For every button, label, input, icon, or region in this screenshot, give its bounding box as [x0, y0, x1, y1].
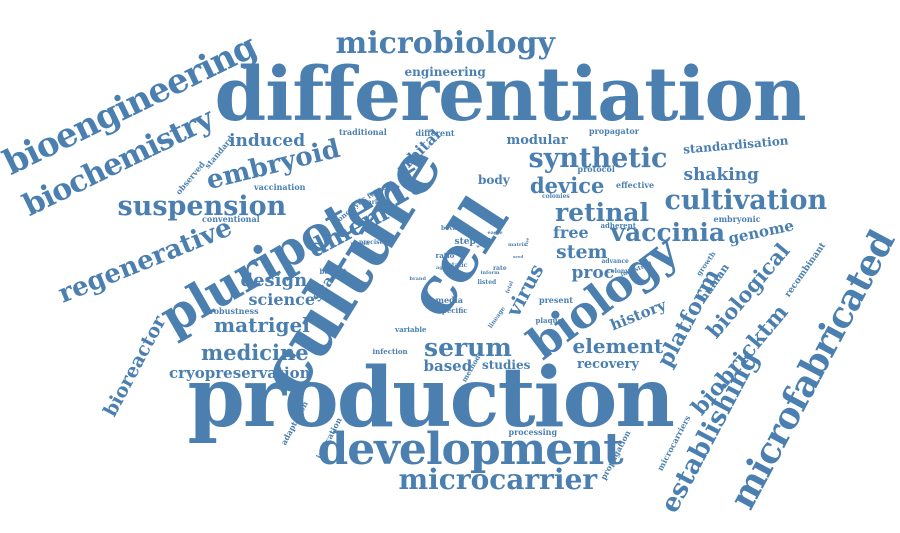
cloud-word: vaccinia [610, 217, 726, 247]
cloud-word: lineage [486, 305, 507, 330]
cloud-word: vaccination [254, 182, 306, 192]
cloud-word: embryonic [713, 214, 761, 224]
cloud-word: marker [361, 199, 387, 206]
cloud-word: serum [424, 332, 512, 362]
cloud-word: microbiology [335, 26, 555, 61]
cloud-word: inform [480, 269, 500, 276]
cloud-word: differentiation [214, 52, 807, 138]
cloud-word: studies [482, 358, 531, 372]
cloud-word: synthetic [528, 142, 668, 174]
cloud-word: permit [350, 240, 370, 247]
cloud-word: retinal [555, 197, 649, 227]
cloud-word: robustness [209, 306, 259, 316]
cloud-word: protocol [577, 164, 615, 174]
cloud-word: propagator [589, 126, 639, 136]
cloud-word: recovery [577, 356, 639, 372]
cloud-word: stem [556, 240, 608, 263]
cloud-word: traditional [339, 127, 387, 137]
cloud-word: colonies [542, 193, 570, 200]
cloud-word: production [187, 350, 675, 446]
cloud-word: shaking [683, 164, 759, 185]
cloud-word: based [423, 356, 473, 375]
cloud-word: ratio [435, 250, 455, 260]
cloud-word: processing [508, 427, 558, 437]
cloud-word: design [240, 270, 308, 291]
cloud-word: bovine [441, 225, 464, 232]
cloud-word: suspension [117, 190, 287, 222]
cloud-word: variable [395, 324, 427, 334]
cloud-word: brand [409, 275, 427, 282]
cloud-word: device [530, 172, 605, 198]
cloud-word: cryopreservation [169, 363, 311, 382]
cloud-word: element [572, 334, 664, 358]
cloud-word: matrix [508, 241, 527, 248]
cloud-word: seed [513, 254, 524, 259]
cloud-word: specific [438, 305, 468, 315]
cloud-word: matrigel [214, 313, 310, 337]
cloud-word: infection [372, 346, 408, 356]
cloud-word: cultivation [664, 184, 828, 216]
cloud-word: body [478, 173, 510, 187]
cloud-word: adherent [600, 220, 636, 230]
cloud-word: media [435, 295, 463, 305]
cloud-word: present [539, 295, 574, 305]
cloud-word: free [553, 223, 589, 242]
cloud-word: plaque [535, 315, 563, 325]
cloud-word: modular [506, 132, 568, 148]
cloud-word: bioreactor [98, 311, 171, 420]
cloud-word: advance [601, 258, 629, 265]
cloud-word: conventional [202, 214, 260, 224]
cloud-word: static [448, 262, 468, 269]
cloud-word: step [454, 236, 476, 247]
cloud-word: proc [571, 262, 615, 283]
cloud-word: microcarrier [398, 463, 598, 496]
cloud-word: different [415, 128, 455, 138]
cloud-word: medicine [201, 339, 309, 365]
cloud-word: development [317, 424, 624, 475]
cloud-word: eagle [487, 229, 503, 236]
cloud-word: engineering [404, 65, 486, 79]
cloud-word: science [248, 290, 316, 309]
cloud-word: listed [477, 279, 497, 286]
cloud-word: induced [229, 130, 306, 151]
cloud-word: colony [607, 268, 629, 275]
cloud-word: rate [493, 265, 507, 272]
cloud-word: benefit [319, 266, 347, 276]
cloud-word: effective [616, 180, 655, 190]
cloud-word: agent [436, 264, 452, 271]
cloud-word: rise [523, 237, 530, 247]
cloud-word: precise [359, 239, 384, 246]
